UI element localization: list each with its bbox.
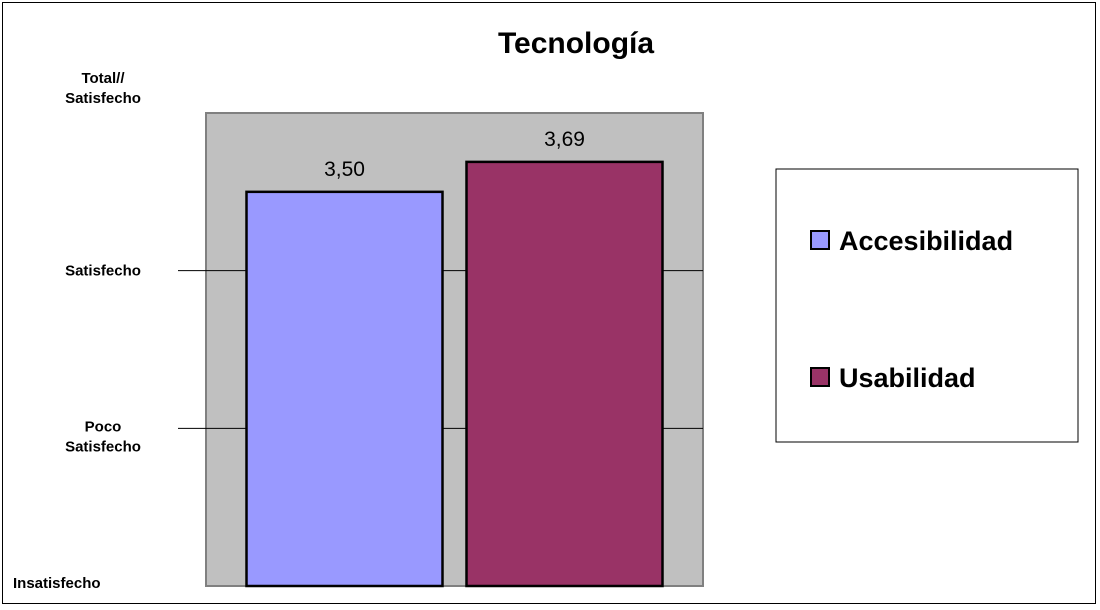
y-tick-label-line: Total// [81,70,125,87]
legend-swatch-accesibilidad [810,230,830,250]
data-label-usabilidad: 3,69 [544,128,585,151]
y-tick-label: Satisfecho [65,263,141,280]
bars [245,160,664,588]
legend-swatch-usabilidad [810,367,830,387]
y-tick-label: Insatisfecho [13,575,101,592]
legend: Accesibilidad Usabilidad [775,168,1079,443]
legend-box [775,168,1079,443]
y-tick-label: Poco Satisfecho [65,418,141,455]
data-label-accesibilidad: 3,50 [324,158,365,181]
bar-usabilidad [465,160,664,588]
data-labels: 3,50 3,69 [324,128,585,181]
y-tick-label-line: Insatisfecho [13,575,101,592]
y-tick-label-line: Satisfecho [65,263,141,280]
y-tick-label-line: Poco [85,418,122,435]
y-tick-label-line: Satisfecho [65,438,141,455]
bar-accesibilidad [245,190,444,588]
chart-title: Tecnología [498,27,654,60]
legend-label-usabilidad: Usabilidad [839,363,976,393]
legend-label-accesibilidad: Accesibilidad [839,226,1013,256]
y-tick-label-line: Satisfecho [65,90,141,107]
bar-chart: Tecnología Insatisfecho Poco Satisfecho Sat… [13,27,1079,592]
y-tick-label: Total// Satisfecho [65,70,141,107]
